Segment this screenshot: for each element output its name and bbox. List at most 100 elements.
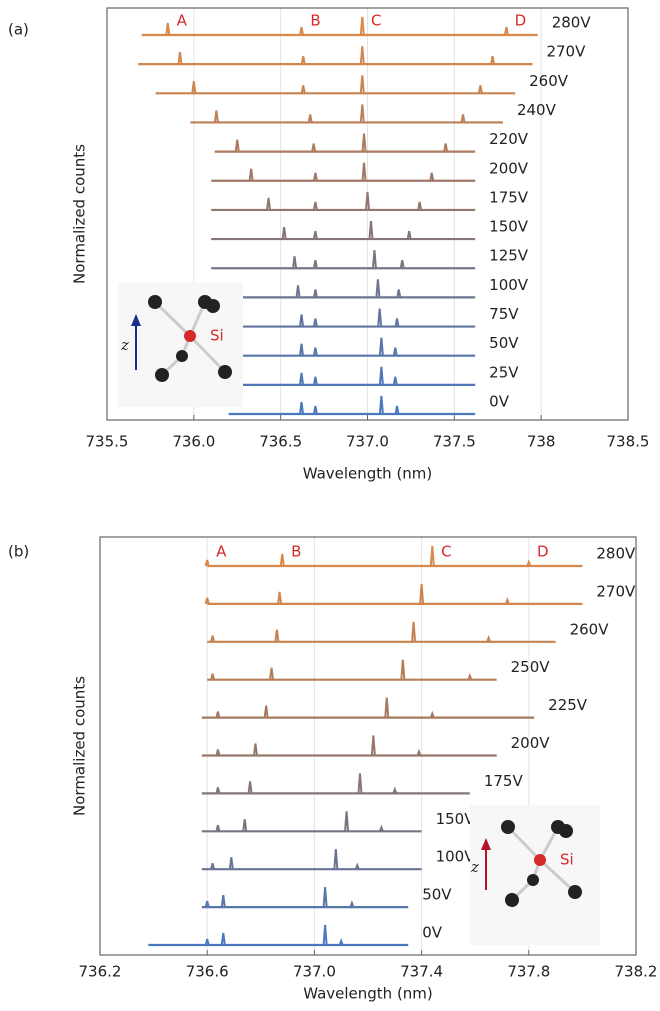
peak (312, 172, 318, 181)
x-tick-label: 738.5 (607, 433, 650, 451)
peak (213, 110, 219, 123)
peak (300, 55, 306, 65)
peak (307, 114, 313, 123)
peak (300, 85, 306, 94)
voltage-label: 260V (570, 620, 610, 638)
peak (210, 635, 216, 643)
peak-label: A (216, 543, 227, 561)
peak (312, 260, 318, 269)
peak (359, 46, 365, 65)
peak (279, 553, 285, 567)
peak (377, 308, 383, 327)
peak-label: C (371, 12, 381, 30)
peak (311, 143, 317, 152)
inset-axis-label: z (120, 336, 129, 354)
z-arrowhead (481, 838, 491, 850)
peak (292, 256, 298, 269)
peak-label: B (291, 543, 301, 561)
panel: 736.2 736.6 737.0 737.4 737.8 738.2 (b) Wavelen… (8, 536, 658, 1003)
peak (378, 824, 384, 832)
x-axis-label: Wavelength (nm) (303, 985, 433, 1003)
inset-axis-label: z (470, 858, 479, 876)
inset-label: Si (560, 851, 574, 869)
peak (312, 347, 318, 356)
peak (299, 314, 304, 327)
x-tick-label: 737.0 (346, 433, 389, 451)
voltage-label: 25V (489, 363, 519, 381)
atoms (148, 295, 232, 382)
peak (406, 230, 412, 240)
x-tick-label: 737.0 (293, 963, 336, 981)
inset-a (118, 282, 243, 407)
peak (299, 343, 304, 356)
panel: 735.5 736.0 736.5 737.0 737.5 738 738.5 (a) Wave… (8, 7, 650, 483)
peak (359, 16, 365, 36)
peak (384, 697, 390, 718)
x-tick-label: 737.5 (433, 433, 476, 451)
voltage-label: 240V (517, 101, 557, 119)
voltage-label: 100V (489, 276, 529, 294)
peak (504, 597, 510, 605)
x-tick-label: 735.5 (86, 433, 129, 451)
peak (429, 545, 435, 567)
voltage-label: 175V (484, 772, 524, 790)
x-axis-label: Wavelength (nm) (303, 465, 433, 483)
si-atom (184, 330, 196, 342)
voltage-label: 200V (489, 159, 529, 177)
voltage-label: 100V (436, 848, 476, 866)
y-axis-label: Normalized counts (71, 676, 89, 816)
peak (392, 347, 398, 356)
peak (394, 405, 400, 415)
peak (467, 672, 473, 681)
peak (333, 849, 339, 870)
x-tick-label: 736.5 (259, 433, 302, 451)
peak (400, 659, 406, 680)
peak (371, 250, 377, 269)
peak (299, 401, 304, 415)
peak-label: C (441, 543, 451, 561)
peak (204, 900, 210, 908)
peak (242, 819, 248, 832)
peak (392, 376, 398, 386)
peak (277, 591, 283, 605)
peak (460, 114, 466, 123)
peak (526, 559, 532, 567)
peak (361, 162, 367, 181)
peak (354, 862, 360, 870)
voltage-label: 225V (548, 696, 588, 714)
x-tick-label: 738.2 (615, 963, 658, 981)
peak (416, 748, 422, 756)
peak (274, 629, 280, 642)
peak (252, 743, 258, 756)
peak (220, 932, 226, 946)
peak (204, 559, 210, 567)
peak (215, 825, 221, 832)
peak (429, 172, 435, 181)
plot-frame (106, 7, 629, 421)
voltage-label: 0V (422, 924, 443, 942)
peak (215, 711, 221, 718)
peak (215, 749, 221, 756)
peak (411, 621, 417, 642)
atoms (501, 820, 582, 907)
peak (210, 862, 216, 870)
voltage-label: 220V (489, 130, 529, 148)
peak (204, 597, 210, 605)
voltage-label: 75V (489, 305, 519, 323)
peak (503, 26, 509, 36)
peak (375, 279, 381, 298)
peak (210, 673, 216, 680)
peak (344, 811, 350, 832)
peak (338, 938, 344, 946)
peak (322, 924, 328, 946)
voltage-label: 270V (596, 582, 636, 600)
voltage-label: 50V (422, 886, 452, 904)
panel-label: (b) (8, 543, 29, 561)
peak (281, 226, 287, 240)
voltage-label: 280V (596, 545, 636, 563)
peak (490, 55, 496, 65)
x-tick-label: 736.6 (186, 963, 229, 981)
peak (322, 887, 328, 908)
voltage-label: 270V (546, 43, 586, 61)
